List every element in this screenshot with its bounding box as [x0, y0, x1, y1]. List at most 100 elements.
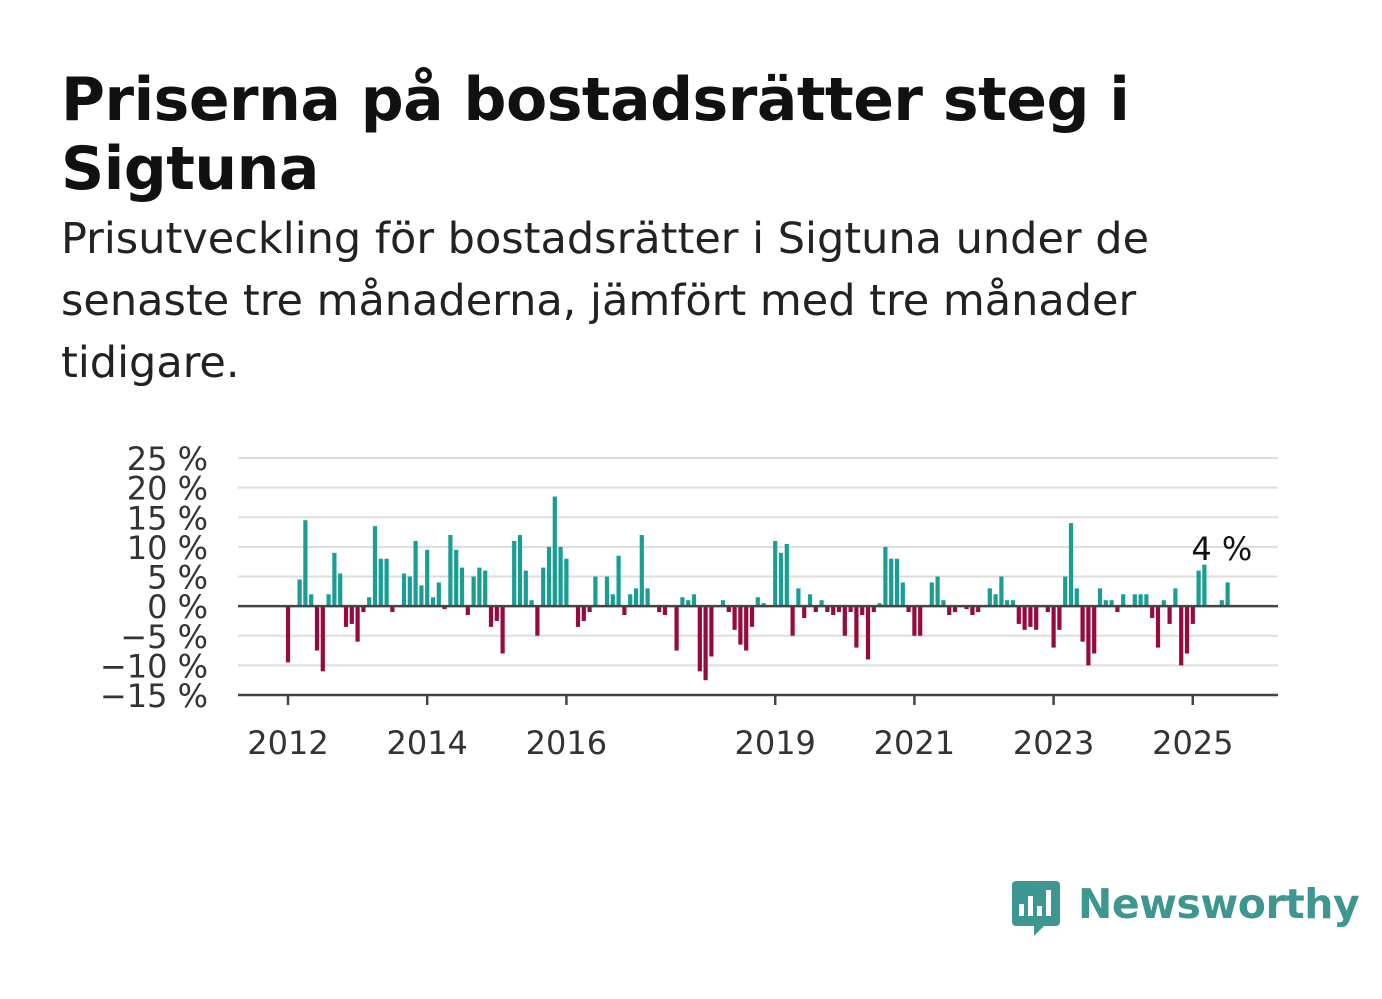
- bar: [419, 585, 424, 607]
- bar: [575, 606, 581, 627]
- axes: [238, 604, 1278, 697]
- bar: [477, 567, 482, 607]
- brand-name: Newsworthy: [1078, 880, 1360, 928]
- y-tick-label: 5 %: [147, 559, 208, 597]
- bar: [517, 535, 523, 607]
- bar: [1115, 606, 1120, 613]
- bar: [1051, 606, 1056, 648]
- bar: [459, 567, 465, 607]
- bar: [633, 588, 639, 607]
- bar: [662, 606, 668, 616]
- bar: [790, 606, 795, 636]
- bar: [1063, 576, 1068, 607]
- bar: [552, 496, 557, 607]
- bar: [1086, 606, 1091, 666]
- bar: [1150, 606, 1155, 618]
- bar: [918, 606, 923, 636]
- y-tick-label: −5 %: [120, 618, 208, 656]
- bar: [471, 576, 476, 607]
- bar: [877, 603, 882, 607]
- grid-lines: [238, 457, 1278, 667]
- bar: [784, 543, 789, 607]
- bar: [761, 603, 766, 607]
- bar: [825, 606, 830, 613]
- bars: [285, 496, 1230, 681]
- bar: [912, 606, 917, 636]
- bar: [1057, 606, 1062, 630]
- bar: [732, 606, 737, 630]
- bar: [773, 540, 778, 607]
- bar: [1179, 606, 1184, 666]
- bar: [657, 606, 662, 613]
- bar: [1109, 600, 1114, 607]
- bar: [703, 606, 708, 681]
- bar: [535, 606, 540, 636]
- bar: [407, 576, 412, 607]
- bar: [332, 552, 337, 607]
- bar: [802, 606, 807, 618]
- bar: [1144, 594, 1149, 607]
- bar: [691, 594, 697, 607]
- y-axis-labels: 25 %20 %15 %10 %5 %0 %−5 %−10 %−15 %: [100, 440, 208, 715]
- bar: [454, 549, 459, 607]
- bar: [541, 567, 546, 607]
- bar: [813, 606, 818, 613]
- bar: [889, 558, 894, 607]
- bar: [941, 600, 946, 607]
- bar: [483, 570, 488, 607]
- bar: [1074, 588, 1079, 607]
- x-tick-label: 2025: [1152, 724, 1233, 762]
- x-tick-label: 2021: [874, 724, 955, 762]
- bar: [755, 597, 760, 607]
- bar: [1225, 582, 1230, 607]
- bar: [326, 594, 331, 607]
- bar: [860, 606, 865, 616]
- bar: [778, 552, 784, 607]
- bar: [993, 594, 998, 607]
- bar: [523, 570, 528, 607]
- bar: [1173, 588, 1178, 607]
- bar: [610, 594, 615, 607]
- bar: [616, 555, 621, 607]
- bar: [401, 573, 407, 607]
- bar: [970, 606, 975, 616]
- bar: [709, 606, 714, 657]
- bar: [361, 606, 366, 613]
- bar: [935, 576, 940, 607]
- bar: [999, 576, 1004, 607]
- bar: [378, 558, 383, 607]
- bar: [500, 606, 505, 654]
- bar: [1022, 606, 1027, 630]
- bar: [976, 606, 981, 613]
- bar: [314, 606, 320, 651]
- x-tick-label: 2016: [526, 724, 607, 762]
- bar: [1161, 600, 1166, 607]
- bar: [593, 576, 598, 607]
- bar: [436, 582, 441, 607]
- annotation-label: 4 %: [1191, 530, 1252, 568]
- bar: [384, 558, 389, 607]
- bar: [303, 520, 308, 607]
- bar: [1103, 600, 1108, 607]
- x-tick-label: 2014: [386, 724, 467, 762]
- bar-chart: 25 %20 %15 %10 %5 %0 %−5 %−10 %−15 % 201…: [100, 440, 1278, 762]
- bar: [494, 606, 499, 621]
- bar: [1034, 606, 1039, 630]
- bar: [1016, 606, 1021, 624]
- bar: [465, 606, 470, 616]
- bar: [297, 579, 302, 607]
- bar: [738, 606, 743, 645]
- chart-subtitle: Prisutveckling för bostadsrätter i Sigtu…: [61, 214, 1150, 388]
- y-tick-label: 0 %: [147, 588, 208, 626]
- y-tick-label: −15 %: [100, 677, 208, 715]
- bar: [674, 606, 679, 651]
- bar: [952, 606, 958, 613]
- bar: [831, 606, 836, 616]
- bar: [413, 540, 418, 607]
- bar: [680, 597, 685, 607]
- bar: [512, 540, 517, 607]
- bar: [581, 606, 586, 621]
- x-axis-labels: 2012 2014 2016 2019 2021 2023 2025: [247, 695, 1234, 762]
- bar: [343, 606, 349, 627]
- bar: [836, 606, 842, 613]
